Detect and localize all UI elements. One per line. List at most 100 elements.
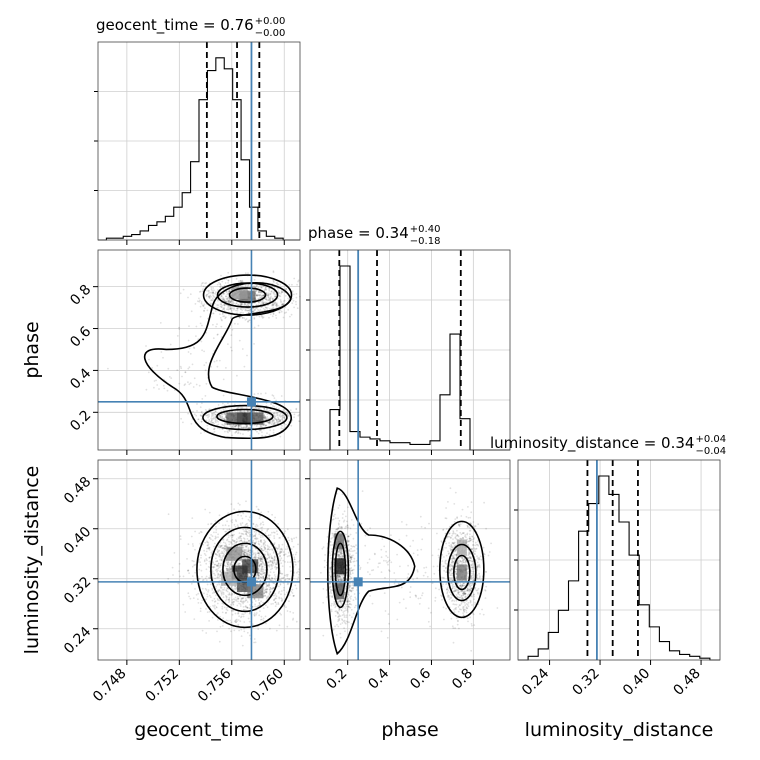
scatter-point: [248, 634, 251, 637]
scatter-point: [213, 545, 215, 548]
scatter-point: [274, 417, 276, 420]
scatter-point: [271, 421, 274, 424]
scatter-point: [244, 605, 247, 608]
scatter-point: [419, 515, 422, 518]
scatter-point: [263, 417, 266, 420]
scatter-point: [225, 316, 227, 319]
scatter-point: [268, 565, 271, 568]
scatter-point: [259, 297, 261, 300]
scatter-point: [166, 389, 169, 392]
scatter-point: [261, 566, 263, 569]
scatter-point: [278, 295, 281, 297]
scatter-point: [199, 607, 202, 610]
scatter-point: [221, 280, 224, 283]
scatter-point: [187, 543, 190, 546]
scatter-point: [254, 309, 257, 311]
scatter-point: [267, 296, 270, 298]
scatter-point: [239, 605, 242, 607]
scatter-point: [253, 308, 256, 311]
scatter-point: [328, 574, 331, 577]
scatter-point: [205, 562, 208, 565]
scatter-point: [229, 302, 231, 304]
scatter-point: [204, 408, 207, 411]
scatter-point: [233, 425, 236, 428]
scatter-point: [228, 290, 231, 292]
scatter-point: [211, 535, 214, 538]
scatter-point: [224, 565, 227, 568]
scatter-point: [234, 431, 237, 434]
scatter-point: [221, 605, 224, 608]
scatter-point: [230, 309, 233, 312]
scatter-point: [241, 522, 244, 524]
scatter-point: [227, 431, 230, 434]
scatter-point: [266, 408, 268, 411]
scatter-point: [179, 535, 182, 537]
scatter-point: [269, 571, 272, 574]
scatter-point: [284, 593, 286, 596]
scatter-point: [211, 297, 214, 300]
scatter-point: [453, 611, 456, 614]
scatter-point: [188, 383, 191, 386]
scatter-point: [221, 423, 223, 426]
scatter-point: [248, 310, 251, 312]
scatter-point: [235, 424, 238, 427]
scatter-point: [262, 558, 264, 560]
scatter-point: [197, 300, 199, 303]
scatter-point: [244, 319, 247, 321]
scatter-point: [279, 551, 281, 554]
scatter-point: [204, 307, 206, 310]
scatter-point: [221, 416, 224, 418]
scatter-point: [273, 419, 275, 422]
scatter-point: [272, 304, 274, 307]
scatter-point: [277, 420, 280, 422]
scatter-point: [264, 415, 266, 418]
scatter-point: [273, 557, 276, 560]
scatter-point: [260, 534, 262, 537]
scatter-point: [248, 620, 251, 623]
scatter-point: [210, 299, 213, 302]
scatter-point: [256, 525, 259, 527]
scatter-point: [274, 605, 277, 607]
scatter-point: [282, 428, 284, 430]
scatter-point: [248, 319, 251, 322]
scatter-point: [221, 550, 223, 553]
scatter-point: [231, 328, 234, 331]
scatter-point: [264, 392, 267, 395]
scatter-point: [208, 511, 211, 514]
scatter-point: [261, 316, 263, 318]
scatter-point: [262, 307, 265, 310]
scatter-point: [206, 593, 209, 596]
scatter-point: [221, 547, 224, 550]
scatter-point: [246, 606, 249, 609]
scatter-point: [385, 560, 387, 562]
scatter-point: [292, 594, 295, 597]
scatter-point: [168, 376, 171, 378]
scatter-point: [265, 597, 268, 600]
scatter-point: [272, 429, 275, 431]
scatter-point: [237, 431, 240, 434]
scatter-point: [253, 326, 256, 329]
scatter-point: [178, 328, 181, 330]
scatter-point: [278, 311, 281, 314]
scatter-point: [258, 533, 261, 536]
scatter-point: [246, 535, 249, 537]
scatter-point: [242, 308, 245, 310]
scatter-point: [286, 528, 289, 531]
scatter-point: [284, 578, 287, 581]
scatter-point: [213, 591, 216, 594]
scatter-point: [215, 606, 218, 608]
scatter-point: [270, 304, 273, 307]
scatter-point: [244, 540, 246, 543]
scatter-point: [200, 556, 202, 559]
scatter-point: [280, 593, 282, 596]
scatter-point: [215, 560, 217, 563]
scatter-point: [274, 302, 276, 304]
scatter-point: [210, 286, 213, 289]
scatter-point: [265, 417, 268, 420]
scatter-point: [245, 407, 248, 410]
scatter-point: [204, 369, 207, 372]
scatter-point: [277, 417, 280, 420]
scatter-point: [256, 285, 258, 287]
scatter-point: [203, 549, 206, 552]
scatter-point: [177, 582, 180, 585]
